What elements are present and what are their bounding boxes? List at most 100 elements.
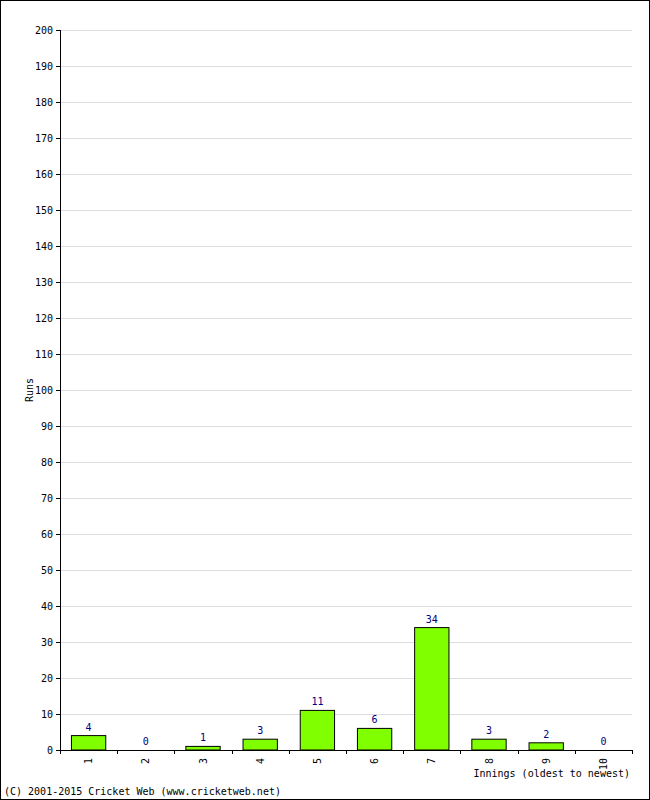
y-tick — [56, 102, 60, 103]
y-tick — [56, 642, 60, 643]
y-tick-label: 150 — [35, 205, 53, 216]
bar — [472, 739, 506, 750]
data-label: 3 — [486, 725, 492, 736]
grid-line — [60, 102, 632, 103]
y-tick-label: 100 — [35, 385, 53, 396]
x-tick-label: 7 — [426, 758, 437, 764]
y-tick — [56, 354, 60, 355]
y-tick — [56, 462, 60, 463]
bar — [300, 710, 334, 750]
y-tick — [56, 390, 60, 391]
y-tick — [56, 210, 60, 211]
x-tick-mark — [632, 750, 633, 754]
y-tick — [56, 678, 60, 679]
bar — [529, 743, 563, 750]
y-tick — [56, 30, 60, 31]
bar — [186, 746, 220, 750]
grid-line — [60, 66, 632, 67]
grid-line — [60, 678, 632, 679]
grid-line — [60, 462, 632, 463]
bar — [71, 736, 105, 750]
data-label: 2 — [543, 729, 549, 740]
y-tick — [56, 534, 60, 535]
y-tick-label: 20 — [41, 673, 53, 684]
grid-line — [60, 426, 632, 427]
grid-line — [60, 714, 632, 715]
y-tick — [56, 714, 60, 715]
grid-line — [60, 498, 632, 499]
grid-line — [60, 30, 632, 31]
data-label: 6 — [372, 714, 378, 725]
y-tick — [56, 426, 60, 427]
x-tick-label: 3 — [198, 758, 209, 764]
y-tick-label: 60 — [41, 529, 53, 540]
grid-line — [60, 354, 632, 355]
y-tick — [56, 174, 60, 175]
grid-line — [60, 534, 632, 535]
data-label: 0 — [600, 736, 606, 747]
y-tick — [56, 318, 60, 319]
y-tick-label: 90 — [41, 421, 53, 432]
data-label: 4 — [86, 722, 92, 733]
x-tick-mark — [346, 750, 347, 754]
x-tick-mark — [117, 750, 118, 754]
y-axis — [60, 30, 61, 750]
x-axis-label: Innings (oldest to newest) — [473, 768, 630, 779]
bar — [357, 728, 391, 750]
data-label: 11 — [311, 696, 323, 707]
grid-line — [60, 210, 632, 211]
y-tick — [56, 606, 60, 607]
bar — [415, 628, 449, 750]
y-tick-label: 30 — [41, 637, 53, 648]
data-label: 0 — [143, 736, 149, 747]
grid-line — [60, 606, 632, 607]
y-tick-label: 140 — [35, 241, 53, 252]
x-tick-mark — [60, 750, 61, 754]
x-tick-mark — [289, 750, 290, 754]
grid-line — [60, 642, 632, 643]
bar — [243, 739, 277, 750]
bar — [129, 750, 163, 751]
grid-line — [60, 282, 632, 283]
y-tick-label: 160 — [35, 169, 53, 180]
y-tick-label: 80 — [41, 457, 53, 468]
grid-line — [60, 390, 632, 391]
grid-line — [60, 138, 632, 139]
y-tick-label: 130 — [35, 277, 53, 288]
frame — [1, 1, 650, 800]
x-tick-mark — [460, 750, 461, 754]
y-tick — [56, 246, 60, 247]
copyright: (C) 2001-2015 Cricket Web (www.cricketwe… — [4, 786, 281, 797]
chart-container: 0102030405060708090100110120130140150160… — [0, 0, 650, 800]
y-tick — [56, 66, 60, 67]
y-tick — [56, 282, 60, 283]
x-tick-mark — [575, 750, 576, 754]
data-label: 1 — [200, 732, 206, 743]
grid-line — [60, 318, 632, 319]
y-tick-label: 190 — [35, 61, 53, 72]
y-tick — [56, 750, 60, 751]
x-tick-label: 6 — [369, 758, 380, 764]
grid-line — [60, 246, 632, 247]
data-label: 3 — [257, 725, 263, 736]
x-tick-label: 1 — [83, 758, 94, 764]
y-axis-label: Runs — [24, 378, 35, 402]
x-tick-mark — [518, 750, 519, 754]
y-tick-label: 10 — [41, 709, 53, 720]
x-tick-label: 4 — [255, 758, 266, 764]
grid-line — [60, 570, 632, 571]
y-tick-label: 170 — [35, 133, 53, 144]
x-tick-label: 2 — [140, 758, 151, 764]
bars — [71, 628, 563, 750]
grid-line — [60, 174, 632, 175]
y-tick — [56, 498, 60, 499]
y-tick-label: 70 — [41, 493, 53, 504]
x-tick-label: 5 — [312, 758, 323, 764]
y-tick-label: 0 — [47, 745, 53, 756]
x-tick-mark — [232, 750, 233, 754]
y-tick-label: 50 — [41, 565, 53, 576]
y-tick-label: 110 — [35, 349, 53, 360]
x-tick-mark — [174, 750, 175, 754]
x-tick-mark — [403, 750, 404, 754]
y-tick — [56, 138, 60, 139]
